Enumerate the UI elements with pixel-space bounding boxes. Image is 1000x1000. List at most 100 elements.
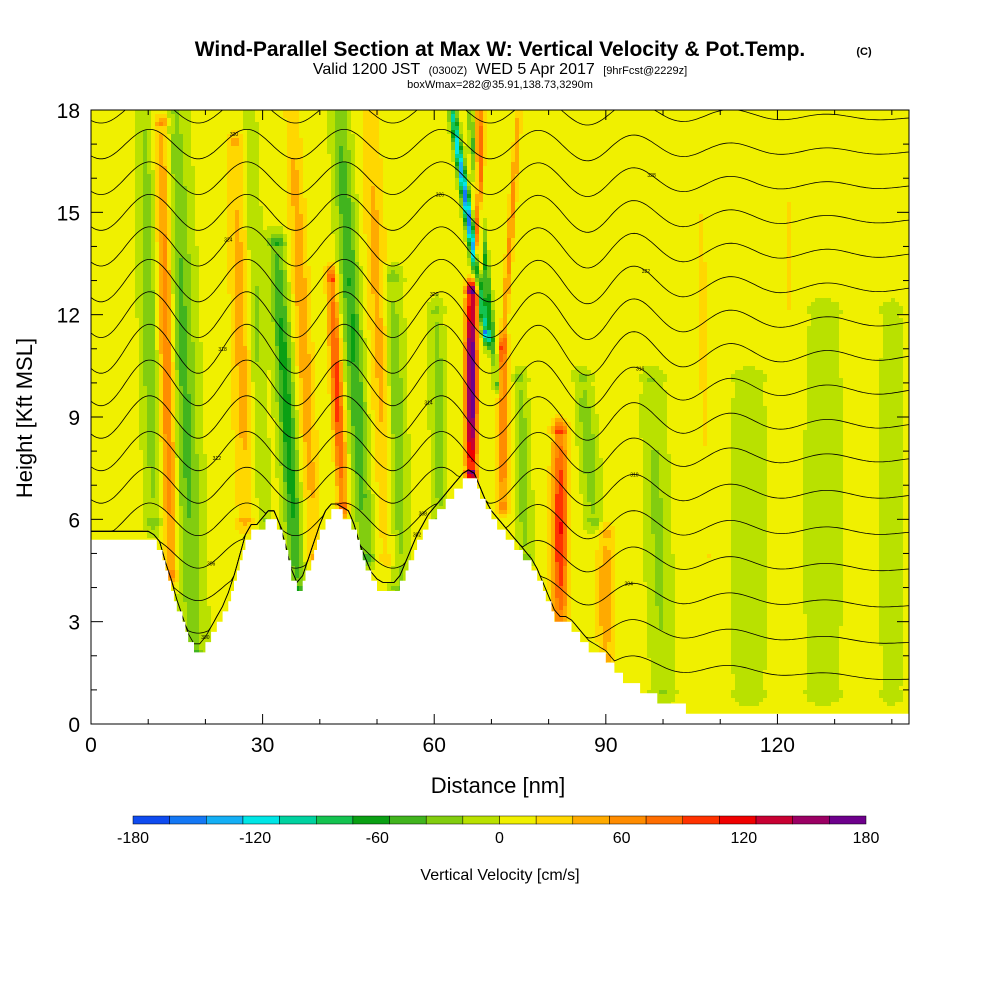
velocity-cell (103, 290, 108, 295)
velocity-cell (119, 442, 124, 447)
velocity-cell (123, 118, 128, 123)
velocity-cell (123, 322, 128, 327)
velocity-cell (95, 306, 100, 311)
velocity-cell (103, 530, 108, 535)
velocity-cell (103, 374, 108, 379)
velocity-cell (111, 182, 116, 187)
velocity-cell (127, 458, 132, 463)
velocity-cell (111, 422, 116, 427)
velocity-cell (135, 406, 140, 411)
velocity-cell (119, 206, 124, 211)
velocity-cell (123, 434, 128, 439)
velocity-cell (127, 182, 132, 187)
velocity-cell (103, 230, 108, 235)
velocity-cell (123, 490, 128, 495)
velocity-cell (131, 374, 136, 379)
valid-date: WED 5 Apr 2017 (476, 61, 595, 78)
velocity-cell (119, 178, 124, 183)
velocity-cell (131, 342, 136, 347)
velocity-cell (123, 130, 128, 135)
velocity-cell (111, 238, 116, 243)
velocity-cell (103, 138, 108, 143)
velocity-cell (123, 530, 128, 535)
velocity-cell (123, 338, 128, 343)
velocity-cell (119, 150, 124, 155)
velocity-cell (131, 530, 136, 535)
velocity-cell (91, 254, 96, 259)
velocity-cell (99, 430, 104, 435)
velocity-cell (95, 182, 100, 187)
velocity-cell (107, 278, 112, 283)
velocity-cell (115, 402, 120, 407)
velocity-cell (91, 222, 96, 227)
velocity-cell (91, 290, 96, 295)
velocity-cell (107, 274, 112, 279)
velocity-cell (123, 502, 128, 507)
velocity-cell (119, 266, 124, 271)
velocity-cell (131, 430, 136, 435)
velocity-cell (95, 214, 100, 219)
velocity-cell (103, 114, 108, 119)
velocity-cell (135, 290, 140, 295)
velocity-cell (111, 390, 116, 395)
velocity-cell (123, 518, 128, 523)
velocity-cell (127, 398, 132, 403)
velocity-cell (107, 142, 112, 147)
velocity-cell (103, 362, 108, 367)
velocity-cell (127, 330, 132, 335)
velocity-cell (115, 190, 120, 195)
velocity-cell (95, 242, 100, 247)
velocity-cell (131, 122, 136, 127)
velocity-cell (99, 458, 104, 463)
velocity-cell (99, 526, 104, 531)
velocity-cell (91, 426, 96, 431)
velocity-cell (99, 138, 104, 143)
velocity-cell (91, 198, 96, 203)
velocity-cell (91, 482, 96, 487)
velocity-cell (127, 178, 132, 183)
velocity-cell (103, 214, 108, 219)
velocity-cell (99, 170, 104, 175)
velocity-cell (111, 262, 116, 267)
velocity-cell (111, 218, 116, 223)
velocity-cell (127, 502, 132, 507)
velocity-cell (127, 194, 132, 199)
velocity-cell (107, 238, 112, 243)
velocity-cell (119, 378, 124, 383)
velocity-cell (131, 194, 136, 199)
velocity-cell (91, 214, 96, 219)
velocity-cell (123, 234, 128, 239)
velocity-cell (123, 126, 128, 131)
velocity-cell (119, 382, 124, 387)
velocity-cell (103, 338, 108, 343)
velocity-cell (119, 466, 124, 471)
velocity-cell (127, 122, 132, 127)
velocity-cell (107, 410, 112, 415)
velocity-cell (123, 410, 128, 415)
velocity-cell (99, 338, 104, 343)
velocity-cell (119, 410, 124, 415)
velocity-cell (95, 206, 100, 211)
velocity-cell (127, 522, 132, 527)
velocity-cell (135, 314, 140, 319)
velocity-cell (115, 278, 120, 283)
velocity-cell (107, 314, 112, 319)
velocity-cell (91, 206, 96, 211)
velocity-cell (99, 378, 104, 383)
velocity-cell (131, 110, 136, 115)
velocity-cell (103, 282, 108, 287)
velocity-cell (115, 298, 120, 303)
velocity-cell (95, 222, 100, 227)
velocity-cell (107, 470, 112, 475)
velocity-cell (99, 114, 104, 119)
velocity-cell (127, 426, 132, 431)
velocity-cell (99, 482, 104, 487)
velocity-cell (103, 534, 108, 539)
velocity-cell (127, 350, 132, 355)
velocity-cell (115, 478, 120, 483)
velocity-cell (107, 426, 112, 431)
velocity-cell (99, 218, 104, 223)
velocity-cell (123, 398, 128, 403)
velocity-cell (103, 150, 108, 155)
velocity-cell (119, 358, 124, 363)
